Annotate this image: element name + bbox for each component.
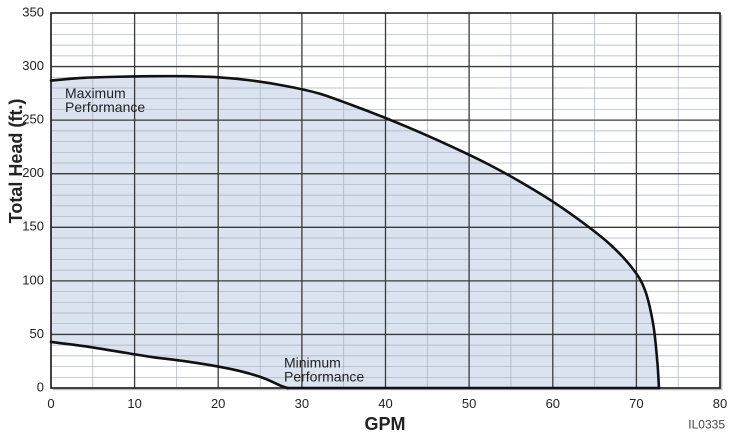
svg-text:0: 0 — [47, 396, 54, 411]
svg-text:Performance: Performance — [65, 99, 145, 115]
svg-text:Total Head (ft.): Total Head (ft.) — [6, 99, 26, 224]
svg-text:100: 100 — [22, 272, 44, 287]
svg-text:300: 300 — [22, 58, 44, 73]
svg-text:60: 60 — [546, 396, 560, 411]
svg-text:Performance: Performance — [284, 369, 364, 385]
svg-text:80: 80 — [713, 396, 727, 411]
svg-text:20: 20 — [211, 396, 225, 411]
svg-text:50: 50 — [30, 326, 44, 341]
svg-text:50: 50 — [462, 396, 476, 411]
svg-text:30: 30 — [295, 396, 309, 411]
svg-text:GPM: GPM — [364, 414, 405, 434]
svg-text:10: 10 — [127, 396, 141, 411]
svg-text:IL0335: IL0335 — [688, 418, 725, 432]
svg-text:0: 0 — [37, 379, 44, 394]
svg-text:70: 70 — [629, 396, 643, 411]
svg-text:350: 350 — [22, 4, 44, 19]
svg-text:40: 40 — [378, 396, 392, 411]
